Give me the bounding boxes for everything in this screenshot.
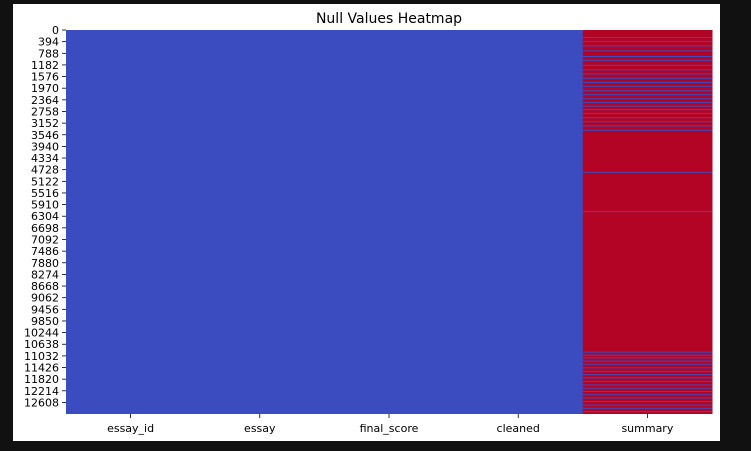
y-tick-label: 3546	[31, 129, 59, 142]
y-tick-label: 4728	[31, 164, 59, 177]
y-tick-label: 394	[38, 36, 59, 49]
summary-non-null-band	[582, 69, 712, 71]
summary-non-null-band	[582, 113, 712, 115]
summary-non-null-band	[582, 121, 712, 123]
y-tick-label: 6698	[31, 222, 59, 235]
summary-non-null-band	[582, 109, 712, 111]
summary-non-null-band	[582, 354, 712, 356]
y-tick-label: 4334	[31, 152, 59, 165]
y-tick-label: 9850	[31, 315, 59, 328]
x-axis-ticks: essay_id essay final_score cleaned summary	[107, 414, 674, 435]
summary-non-null-band	[582, 64, 712, 66]
y-tick-label: 5122	[31, 175, 59, 188]
summary-non-null-band	[582, 401, 712, 403]
x-tick-label-essay: essay	[244, 422, 276, 435]
y-tick-label: 8274	[31, 268, 59, 281]
x-tick-label-cleaned: cleaned	[497, 422, 540, 435]
summary-non-null-band	[582, 377, 712, 379]
y-tick-label: 788	[38, 47, 59, 60]
y-axis-ticks: 0394788118215761970236427583152354639404…	[24, 24, 66, 409]
y-tick-label: 1182	[31, 59, 59, 72]
summary-non-null-band	[582, 357, 712, 359]
summary-non-null-band	[582, 77, 712, 79]
y-tick-label: 7880	[31, 257, 59, 270]
y-tick-label: 0	[52, 24, 59, 37]
summary-non-null-band	[582, 81, 712, 83]
y-tick-label: 1970	[31, 82, 59, 95]
summary-non-null-band	[582, 370, 712, 372]
heatmap-cells	[66, 30, 713, 414]
summary-non-null-band	[582, 411, 712, 413]
summary-non-null-band	[582, 360, 712, 362]
y-tick-label: 12214	[24, 385, 59, 398]
y-tick-label: 11820	[24, 373, 59, 386]
summary-non-null-band	[582, 387, 712, 389]
summary-non-null-band	[582, 105, 712, 107]
summary-non-null-band	[582, 397, 712, 399]
y-tick-label: 2364	[31, 94, 59, 107]
heatmap-column-summary	[582, 30, 713, 414]
y-tick-label: 6304	[31, 210, 59, 223]
summary-non-null-band	[582, 36, 712, 38]
y-tick-label: 7092	[31, 234, 59, 247]
summary-non-null-band	[582, 50, 712, 52]
summary-non-null-band	[582, 45, 712, 47]
y-tick-label: 8668	[31, 280, 59, 293]
summary-non-null-band	[582, 125, 712, 127]
summary-non-null-band	[582, 117, 712, 119]
summary-non-null-band	[582, 129, 712, 131]
summary-non-null-band	[582, 367, 712, 369]
summary-non-null-band	[582, 171, 712, 173]
heatmap-column-essay	[195, 30, 325, 414]
y-tick-label: 9456	[31, 303, 59, 316]
summary-non-null-band	[582, 98, 712, 100]
summary-non-null-band	[582, 73, 712, 75]
y-tick-label: 3940	[31, 140, 59, 153]
summary-non-null-band	[582, 59, 712, 61]
heatmap-column-essay-id	[66, 30, 196, 414]
x-tick-label-final-score: final_score	[360, 422, 419, 435]
summary-non-null-band	[582, 211, 712, 213]
summary-non-null-band	[582, 384, 712, 386]
summary-non-null-band	[582, 390, 712, 392]
chart-title: Null Values Heatmap	[316, 11, 462, 27]
y-tick-label: 5516	[31, 187, 59, 200]
y-tick-label: 7486	[31, 245, 59, 258]
x-tick-label-summary: summary	[621, 422, 673, 435]
summary-non-null-band	[582, 85, 712, 87]
y-tick-label: 1576	[31, 71, 59, 84]
summary-non-null-band	[582, 404, 712, 406]
heatmap-column-cleaned	[453, 30, 584, 414]
y-tick-label: 9062	[31, 292, 59, 305]
null-values-heatmap: Null Values Heatmap 03947881182157619702…	[24, 11, 713, 435]
y-tick-label: 2758	[31, 105, 59, 118]
summary-non-null-band	[582, 394, 712, 396]
y-tick-label: 5910	[31, 199, 59, 212]
y-tick-label: 12608	[24, 396, 59, 409]
heatmap-column-final-score	[324, 30, 455, 414]
summary-non-null-band	[582, 90, 712, 92]
summary-non-null-band	[582, 374, 712, 376]
summary-non-null-band	[582, 363, 712, 365]
y-tick-label: 3152	[31, 117, 59, 130]
summary-non-null-band	[582, 40, 712, 42]
x-tick-label-essay-id: essay_id	[107, 422, 154, 435]
y-tick-label: 10244	[24, 327, 59, 340]
summary-non-null-band	[582, 351, 712, 353]
summary-non-null-band	[582, 55, 712, 57]
summary-non-null-band	[582, 380, 712, 382]
summary-non-null-band	[582, 407, 712, 409]
summary-non-null-band	[582, 102, 712, 104]
summary-non-null-band	[582, 94, 712, 96]
figure: Null Values Heatmap 0 394 788 1182 1576 1970 2…	[13, 4, 720, 441]
y-tick-label: 11032	[24, 350, 59, 363]
y-tick-label: 11426	[24, 362, 59, 375]
y-tick-label: 10638	[24, 338, 59, 351]
